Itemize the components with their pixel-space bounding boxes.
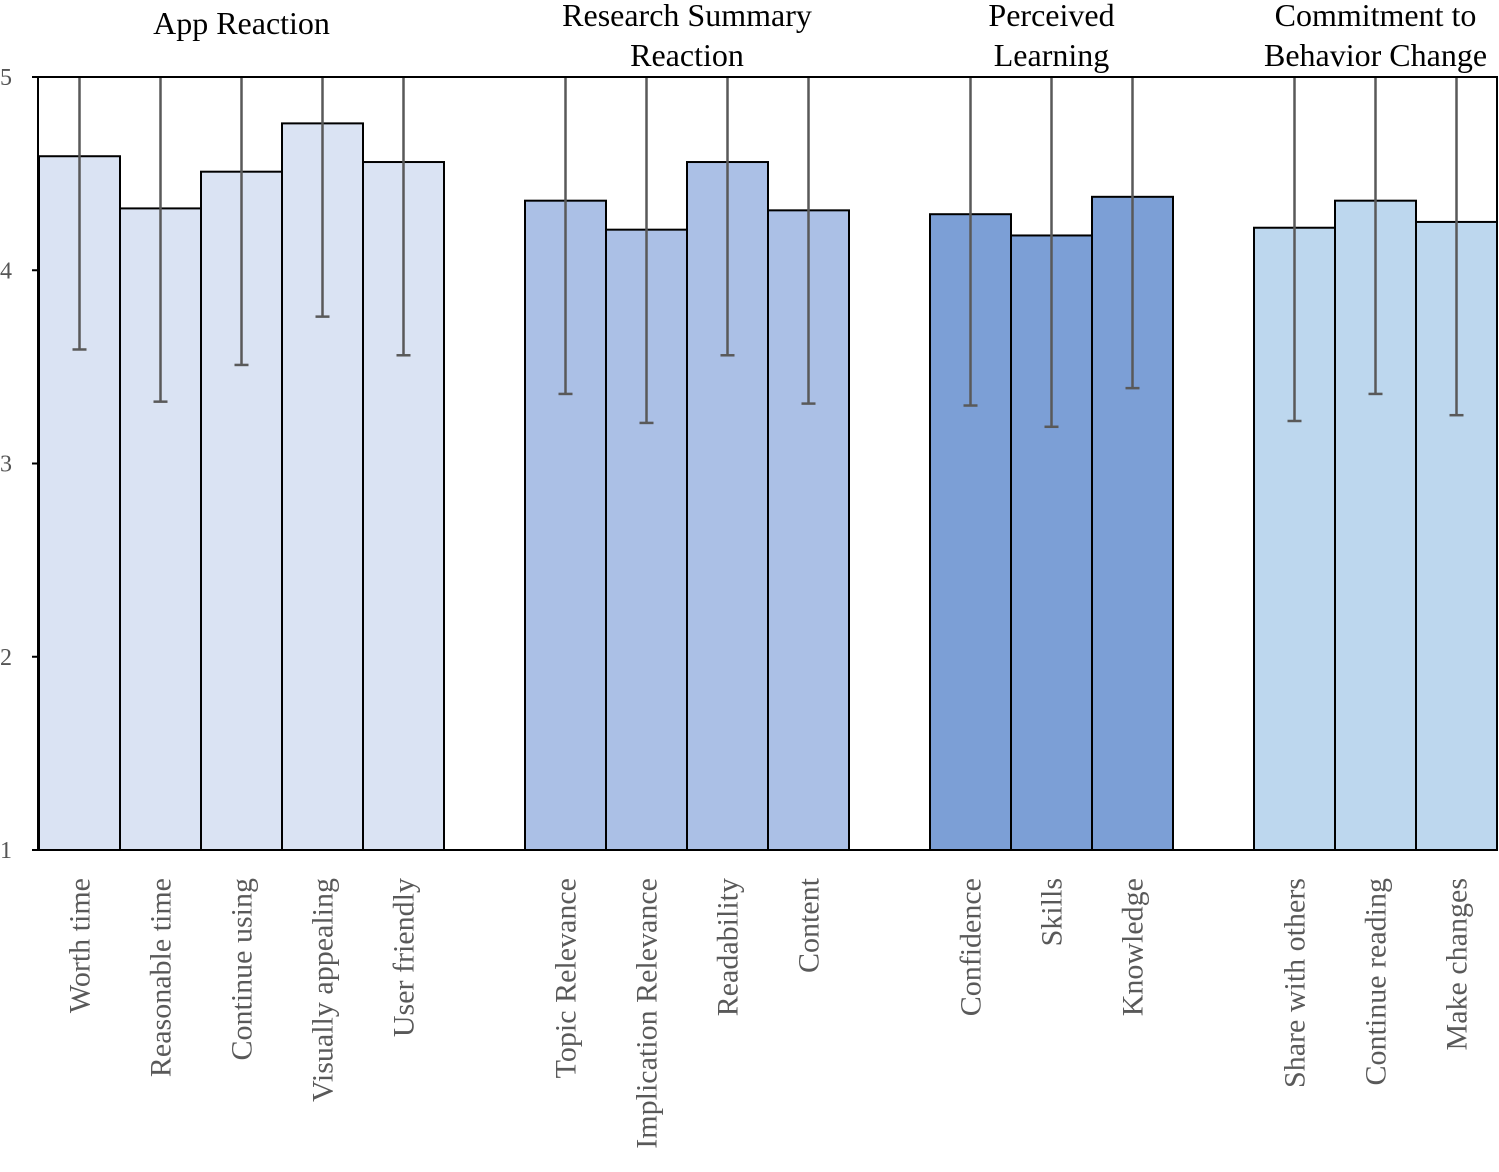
- y-tick-label: 3: [0, 452, 12, 478]
- category-label: User friendly: [388, 878, 421, 1037]
- category-label: Worth time: [64, 878, 97, 1013]
- category-label: Readability: [712, 878, 745, 1016]
- plot-area-border: [37, 76, 1498, 851]
- category-label: Knowledge: [1117, 878, 1150, 1016]
- category-label: Content: [793, 877, 826, 973]
- y-tick-label: 4: [0, 258, 12, 284]
- group-header-label: Research Summary: [562, 0, 812, 33]
- category-label: Confidence: [955, 878, 988, 1016]
- category-label: Skills: [1036, 878, 1069, 946]
- y-tick-label: 5: [0, 65, 12, 91]
- group-header-label: Reaction: [630, 37, 744, 73]
- group-header-label: Learning: [994, 37, 1110, 73]
- category-label: Continue using: [226, 878, 259, 1061]
- bars: [38, 122, 1498, 852]
- category-label: Make changes: [1441, 878, 1474, 1050]
- group-header-label: App Reaction: [153, 5, 330, 41]
- category-label: Topic Relevance: [550, 878, 583, 1078]
- group-header-label: Behavior Change: [1264, 37, 1487, 73]
- category-label: Continue reading: [1360, 878, 1393, 1085]
- category-label: Share with others: [1279, 878, 1312, 1088]
- category-label: Visually appealing: [307, 878, 340, 1102]
- error-bars: [72, 77, 1464, 429]
- y-tick-label: 1: [0, 838, 12, 864]
- y-tick-label: 2: [0, 645, 12, 671]
- group-header-label: Perceived: [988, 0, 1114, 33]
- plot-frame: [37, 76, 1498, 851]
- category-label: Implication Relevance: [631, 878, 664, 1149]
- labels: 1 2 3 4 5 App Reaction Worth time Reasonable ti…: [0, 0, 1487, 1149]
- category-label: Reasonable time: [145, 878, 178, 1077]
- group-header-label: Commitment to: [1275, 0, 1477, 33]
